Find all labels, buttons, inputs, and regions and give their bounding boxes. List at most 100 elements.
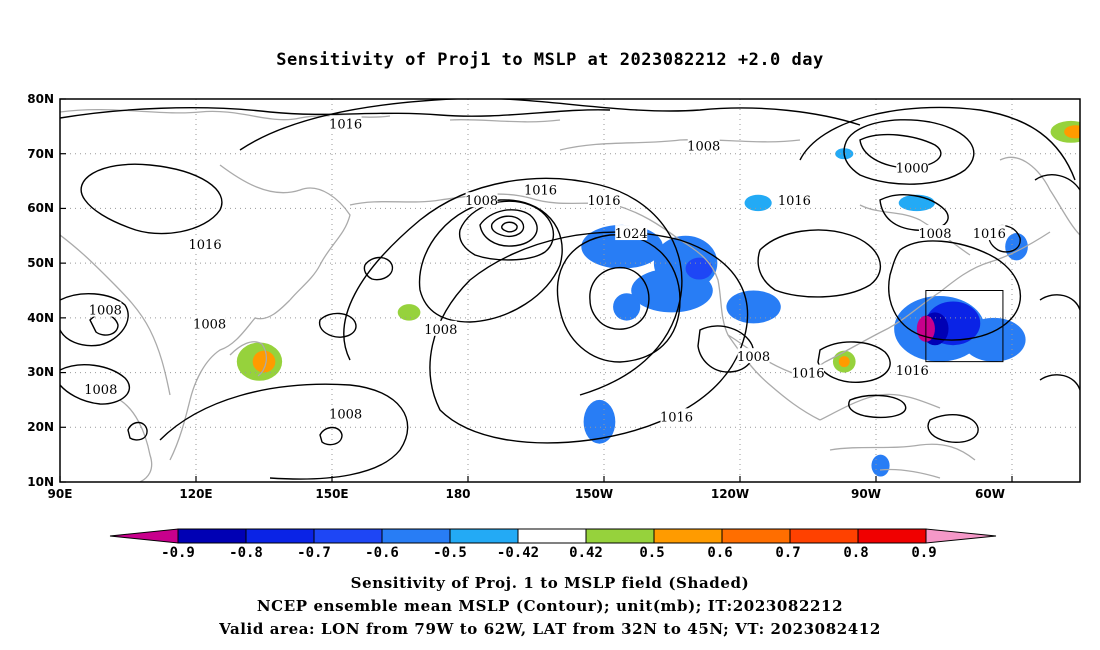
colorbar-swatch (789, 528, 859, 544)
lon-label: 150W (574, 487, 614, 501)
sensitivity-patch (1064, 125, 1080, 139)
contour-label: 1016 (660, 410, 693, 425)
colorbar-swatch (177, 528, 247, 544)
map-grid (60, 99, 1080, 482)
contour-label-bg (792, 364, 824, 380)
contour-label-bg (615, 225, 648, 241)
colorbar-label: -0.9 (161, 545, 195, 561)
lon-label: 150E (315, 487, 349, 501)
lat-label: 60N (27, 201, 54, 215)
lat-label: 70N (27, 147, 54, 161)
contour-label: 1008 (465, 194, 498, 209)
sensitivity-shading (236, 120, 1080, 477)
lat-label: 40N (27, 311, 54, 325)
contour-label: 1008 (193, 317, 226, 332)
contour-label-bg (465, 192, 498, 208)
contour-label-bg (918, 225, 951, 241)
lat-label: 30N (27, 365, 54, 379)
colorbar-label: 0.7 (775, 545, 801, 561)
contour-label: 1016 (896, 364, 929, 379)
colorbar-label: -0.8 (229, 545, 263, 561)
colorbar-high-arrow (925, 528, 997, 544)
lon-label: 120W (710, 487, 750, 501)
lon-label: 90E (47, 487, 73, 501)
colorbar-swatch (449, 528, 519, 544)
lon-label: 120E (179, 487, 213, 501)
colorbar-swatch (585, 528, 655, 544)
colorbar-swatch (857, 528, 927, 544)
contour-label: 1016 (524, 183, 557, 198)
colorbar-label: -0.42 (496, 545, 540, 561)
colorbar-label: 0.6 (707, 545, 733, 561)
sensitivity-patch (726, 290, 781, 324)
sensitivity-patch (838, 356, 850, 368)
caption-line-2: NCEP ensemble mean MSLP (Contour); unit(… (256, 597, 844, 615)
colorbar-swatch (313, 528, 383, 544)
contour-label: 1016 (189, 238, 222, 253)
contour-label: 1000 (896, 161, 929, 176)
sensitivity-patch (898, 194, 935, 212)
lon-label: 180 (445, 487, 471, 501)
colorbar-label: -0.7 (297, 545, 331, 561)
lon-label: 90W (851, 487, 881, 501)
sensitivity-patch (744, 194, 772, 212)
contour-label-bg (193, 315, 226, 331)
colorbar-label: -0.6 (365, 545, 399, 561)
colorbar-swatch (245, 528, 315, 544)
contour-label: 1016 (329, 118, 362, 133)
contour-label-bg (660, 408, 693, 424)
contour-label: 1008 (84, 383, 117, 398)
contour-label: 1008 (329, 408, 362, 423)
sensitivity-patch (613, 293, 641, 321)
contour-label: 1016 (587, 194, 620, 209)
sensitivity-patch (871, 454, 890, 477)
contour-label: 1008 (737, 350, 770, 365)
colorbar (109, 528, 997, 544)
contour-label: 1008 (918, 227, 951, 242)
colorbar-label: 0.9 (911, 545, 937, 561)
contour-label-bg (896, 361, 929, 377)
sensitivity-patch (631, 268, 713, 313)
contour-label-bg (737, 348, 770, 364)
contour-label-bg (84, 380, 117, 396)
sensitivity-patch (583, 399, 616, 444)
contour-label: 1008 (89, 304, 122, 319)
contour-label-bg (896, 159, 929, 175)
axis-ticks (59, 98, 1013, 483)
contour-label-bg (424, 320, 457, 336)
contour-label-bg (189, 235, 222, 251)
lat-label: 80N (27, 92, 54, 106)
contour-label: 1016 (791, 367, 824, 382)
contour-label-bg (973, 225, 1006, 241)
caption-line-1: Sensitivity of Proj. 1 to MSLP field (Sh… (350, 574, 750, 592)
colorbar-swatch (381, 528, 451, 544)
lon-label: 60W (975, 487, 1005, 501)
colorbar-label: 0.8 (843, 545, 869, 561)
valid-area-box (925, 290, 1004, 363)
chart-title: Sensitivity of Proj1 to MSLP at 20230822… (276, 50, 824, 70)
contour-label-bg (329, 405, 362, 421)
colorbar-swatch (653, 528, 723, 544)
contour-label-bg (89, 301, 122, 317)
contour-label-bg (778, 192, 811, 208)
contour-label: 1008 (687, 140, 720, 155)
contour-label: 1016 (973, 227, 1006, 242)
plot-frame (59, 98, 1081, 483)
contour-labels: 1016 1008 1000 1016 1008 1016 1016 1016 1024 1008… (84, 115, 1006, 425)
contour-label-bg (329, 115, 362, 131)
colorbar-label: -0.5 (433, 545, 467, 561)
sensitivity-patch (685, 257, 713, 280)
contour-label-bg (687, 137, 720, 153)
caption-line-3: Valid area: LON from 79W to 62W, LAT fro… (219, 620, 881, 638)
lat-label: 50N (27, 256, 54, 270)
contour-label: 1024 (615, 227, 648, 242)
sensitivity-patch (397, 304, 421, 321)
contour-label-bg (588, 192, 620, 208)
colorbar-low-arrow (109, 528, 179, 544)
colorbar-swatch (721, 528, 791, 544)
mslp-contours (60, 99, 1080, 480)
sensitivity-patch (252, 350, 276, 373)
colorbar-swatch (517, 528, 587, 544)
contour-label: 1008 (424, 323, 457, 338)
